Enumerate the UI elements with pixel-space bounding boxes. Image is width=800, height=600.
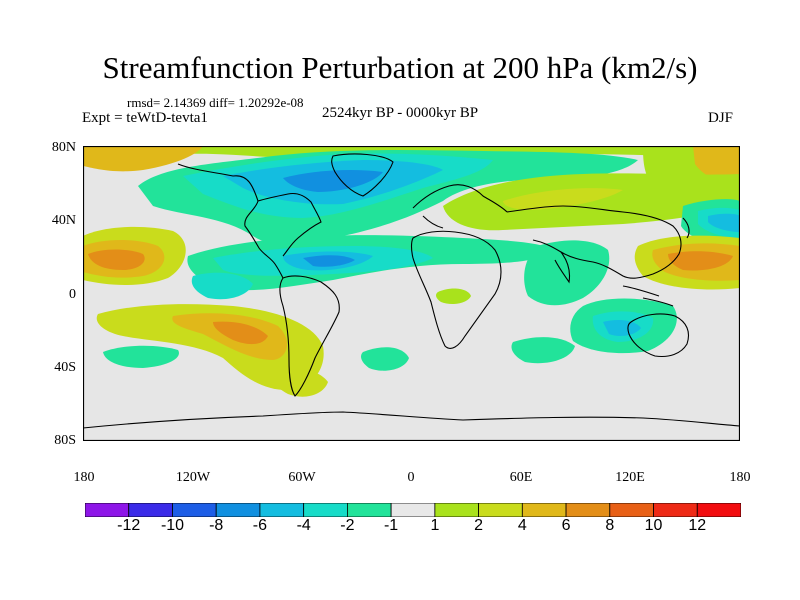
contour-negative-tatl-core: [303, 255, 355, 267]
contour-positive-eurasia: [443, 173, 740, 231]
colorbar-swatch: [478, 503, 523, 517]
colorbar: [85, 503, 741, 517]
lon-label: 60W: [288, 470, 316, 485]
lon-label: 0: [407, 470, 415, 485]
colorbar-swatch: [521, 503, 567, 517]
coast-greenland: [331, 153, 394, 197]
colorbar-label: -8: [209, 517, 224, 534]
contour-negative-sind: [511, 337, 575, 364]
contour-positive-africa: [436, 288, 471, 304]
lat-label: 40S: [54, 360, 76, 375]
colorbar-swatch: [172, 503, 217, 517]
colorbar-label: -4: [296, 517, 311, 534]
map-frame: [83, 146, 740, 441]
contour-negative-sam: [191, 272, 253, 300]
colorbar-swatch: [346, 503, 392, 517]
contour-negative-indian-core: [603, 320, 641, 336]
colorbar-label: 12: [688, 517, 707, 534]
lat-label: 80N: [51, 140, 76, 155]
coast-asia: [506, 205, 682, 279]
colorbar-swatch: [565, 503, 611, 517]
colorbar-swatch: [303, 503, 348, 517]
colorbar-swatch: [85, 503, 130, 517]
colorbar-label: -2: [340, 517, 355, 534]
map-title: Streamfunction Perturbation at 200 hPa (…: [102, 50, 698, 85]
colorbar-label: 4: [517, 517, 527, 534]
rmsd-diff-stats: rmsd= 2.14369 diff= 1.20292e-08: [127, 95, 304, 110]
contour-negative-wpac-core: [708, 213, 740, 232]
contour-negative-spac-west: [103, 345, 179, 368]
colorbar-label: 2: [474, 517, 484, 534]
colorbar-swatch: [390, 503, 436, 517]
contour-positive-npole-inner: [83, 146, 203, 172]
lon-label: 180: [729, 470, 751, 485]
coast-south-america: [279, 275, 340, 397]
contour-positive-sam-south: [272, 369, 328, 397]
contour-negative-satl: [361, 347, 409, 371]
contour-positive-wpac-sub-core: [668, 251, 733, 271]
colorbar-label: -10: [160, 517, 185, 534]
contour-positive-eurasia-inner: [503, 188, 623, 210]
colorbar-label: 8: [605, 517, 615, 534]
colorbar-label: -1: [383, 517, 399, 534]
lat-label: 80S: [54, 433, 76, 448]
colorbar-label: 1: [430, 517, 440, 534]
colorbar-label: -12: [117, 517, 141, 534]
colorbar-label: -6: [252, 517, 268, 534]
colorbar-swatch: [434, 503, 479, 517]
colorbar-swatch: [609, 503, 654, 517]
coast-japan: [682, 217, 690, 239]
lat-label: 0: [69, 287, 76, 302]
colorbar-label: 10: [644, 517, 663, 534]
lon-label: 60E: [509, 470, 533, 485]
period-label: 2524kyr BP - 0000kyr BP: [322, 105, 479, 121]
coast-australia: [627, 313, 690, 358]
lon-label: 180: [73, 470, 95, 485]
coast-indonesia: [622, 285, 674, 307]
coast-africa: [410, 230, 502, 349]
lon-label: 120E: [615, 470, 645, 485]
colorbar-label: 6: [561, 517, 571, 534]
contour-negative-indian: [524, 240, 610, 306]
colorbar-swatch: [653, 503, 698, 517]
colorbar-swatch: [259, 503, 305, 517]
experiment-label: Expt = teWtD-tevta1: [82, 110, 208, 126]
contour-positive-epac-core: [88, 249, 145, 270]
season-label: DJF: [708, 110, 734, 126]
colorbar-swatch: [215, 503, 261, 517]
coast-india: [554, 251, 571, 284]
colorbar-swatch: [128, 503, 173, 517]
contour-negative-natl-core: [283, 170, 383, 192]
streamfunction-map: [83, 146, 740, 441]
lon-label: 120W: [175, 470, 211, 485]
coast-north-america: [177, 163, 322, 279]
coast-europe: [412, 184, 508, 229]
coast-antarctica: [83, 411, 740, 429]
lat-label: 40N: [51, 213, 76, 228]
colorbar-swatch: [696, 503, 741, 517]
coastlines: [83, 153, 740, 429]
contour-positive-spac-core: [213, 321, 268, 345]
